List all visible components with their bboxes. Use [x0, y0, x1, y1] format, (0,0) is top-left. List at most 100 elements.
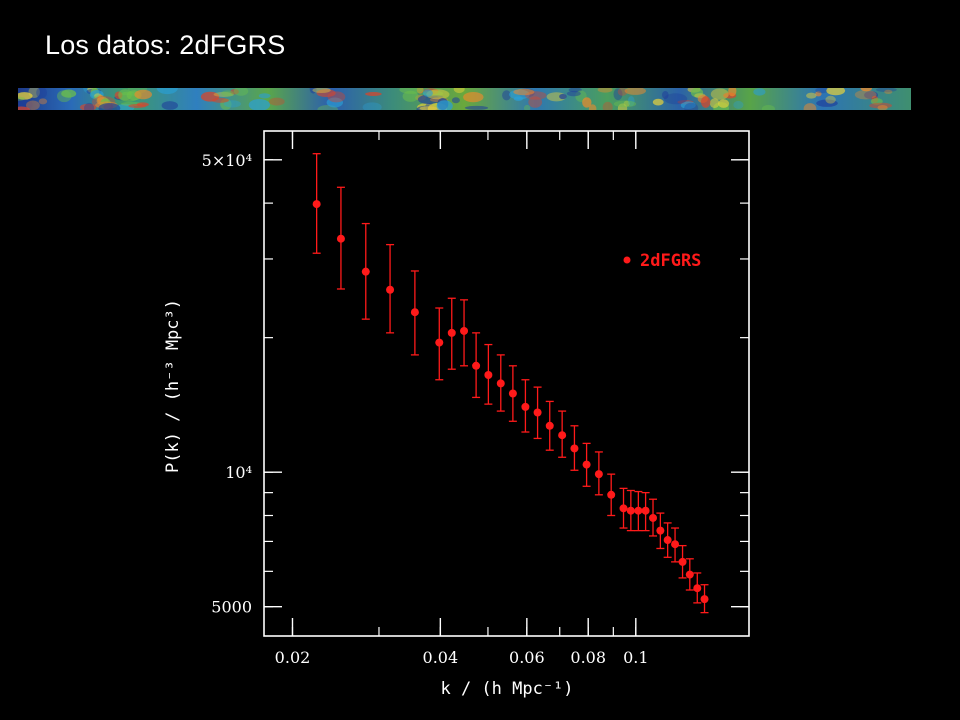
x-tick-label: 0.1: [623, 648, 648, 667]
banner-texture-spot: [528, 96, 543, 108]
x-tick-label: 0.06: [509, 648, 545, 667]
banner-texture-spot: [211, 97, 229, 103]
data-point: [594, 470, 603, 479]
banner-texture-spot: [876, 88, 897, 93]
banner-texture-spot: [61, 89, 77, 98]
data-point: [533, 408, 542, 417]
banner-texture-spot: [617, 103, 628, 110]
banner-texture-spot: [134, 89, 152, 100]
banner-texture-spot: [613, 88, 623, 101]
data-point: [700, 595, 709, 604]
data-point: [386, 285, 395, 294]
data-point: [582, 460, 591, 469]
banner-texture-spot: [18, 92, 33, 100]
banner-texture-spot: [815, 91, 822, 97]
y-tick-label: 5000: [211, 598, 252, 617]
data-point: [649, 513, 658, 522]
legend-marker: [623, 256, 631, 264]
banner-texture-spot: [602, 101, 613, 110]
banner-texture-spot: [627, 96, 635, 107]
banner-texture-spot: [690, 88, 704, 98]
x-tick-label: 0.08: [570, 648, 606, 667]
banner-texture-spot: [213, 92, 234, 97]
banner-texture-spot: [309, 88, 317, 94]
banner-texture-spot: [728, 88, 737, 97]
y-axis-title: P(k) / (h⁻³ Mpc³): [163, 299, 183, 473]
data-point: [685, 570, 694, 579]
data-point: [634, 506, 643, 515]
banner-texture-spot: [422, 89, 433, 97]
axis-ticks: [264, 131, 749, 636]
banner-texture-spot: [362, 102, 382, 110]
data-point: [435, 338, 444, 347]
banner-texture-spot: [709, 98, 720, 109]
banner-texture-spot: [38, 98, 48, 105]
banner-texture-spot: [566, 90, 581, 97]
banner-texture-spot: [98, 103, 121, 110]
banner-texture-spot: [453, 88, 465, 94]
banner-texture-spot: [28, 88, 40, 98]
banner-texture-spot: [825, 95, 836, 104]
banner-texture-spot: [869, 102, 892, 109]
banner-texture-spot: [451, 97, 460, 104]
banner-texture-spot: [733, 100, 744, 109]
banner-texture-spot: [523, 104, 531, 110]
banner-texture-spot: [36, 88, 47, 99]
banner-texture-spot: [268, 97, 285, 106]
x-tick-labels: 0.02 0.04 0.06 0.08 0.1: [275, 648, 649, 667]
data-point: [545, 421, 554, 430]
banner-texture-spot: [513, 88, 535, 96]
banner-texture-spot: [365, 92, 382, 96]
data-point: [496, 379, 505, 388]
data-point: [508, 389, 517, 398]
banner-texture-spot: [18, 96, 26, 101]
banner-texture-spot: [18, 106, 30, 110]
plot-frame: [263, 130, 750, 637]
banner-texture-spot: [803, 103, 817, 110]
banner-texture-spot: [680, 101, 696, 109]
banner-texture-spot: [761, 105, 775, 110]
banner-texture-spot: [419, 106, 438, 110]
banner-texture-spot: [662, 91, 669, 99]
data-point: [484, 370, 493, 379]
data-point: [472, 361, 481, 370]
banner-texture-spot: [223, 100, 241, 108]
banner-texture-spot: [221, 90, 234, 97]
banner-texture-spot: [710, 88, 729, 100]
banner-texture-spot: [464, 105, 489, 110]
banner-texture-spot: [684, 102, 699, 110]
data-point: [521, 402, 530, 411]
banner-texture-spot: [230, 89, 239, 95]
banner-texture-spot: [399, 88, 423, 94]
data-point: [693, 584, 702, 593]
banner-texture-spot: [613, 100, 637, 108]
data-point: [607, 490, 616, 499]
banner-texture-spot: [664, 93, 688, 105]
banner-texture-spot: [753, 88, 766, 96]
banner-texture-spot: [815, 88, 829, 94]
banner-texture-spot: [161, 101, 178, 110]
banner-texture-spot: [877, 105, 888, 110]
slide-title: Los datos: 2dFGRS: [45, 30, 286, 60]
data-point: [447, 328, 456, 337]
data-point: [671, 540, 680, 549]
banner-texture-spot: [884, 89, 893, 94]
data-point: [663, 536, 672, 545]
banner-texture-spot: [806, 92, 817, 99]
banner-texture-spot: [623, 100, 630, 107]
banner-texture-spot: [118, 89, 132, 101]
banner-texture-spot: [26, 100, 40, 110]
data-point: [312, 200, 321, 209]
banner-texture-spot: [233, 88, 249, 96]
x-tick-label: 0.04: [423, 648, 459, 667]
banner-texture-spot: [624, 88, 646, 95]
y-tick-labels: 5000 10⁴ 5×10⁴: [202, 151, 252, 617]
data-point: [410, 308, 419, 317]
banner-texture-spot: [597, 88, 613, 93]
banner-texture-spot: [718, 99, 730, 108]
data-point: [626, 506, 635, 515]
banner-texture-spot: [463, 92, 484, 103]
data-point: [361, 267, 370, 276]
banner-texture-spot: [79, 103, 97, 110]
